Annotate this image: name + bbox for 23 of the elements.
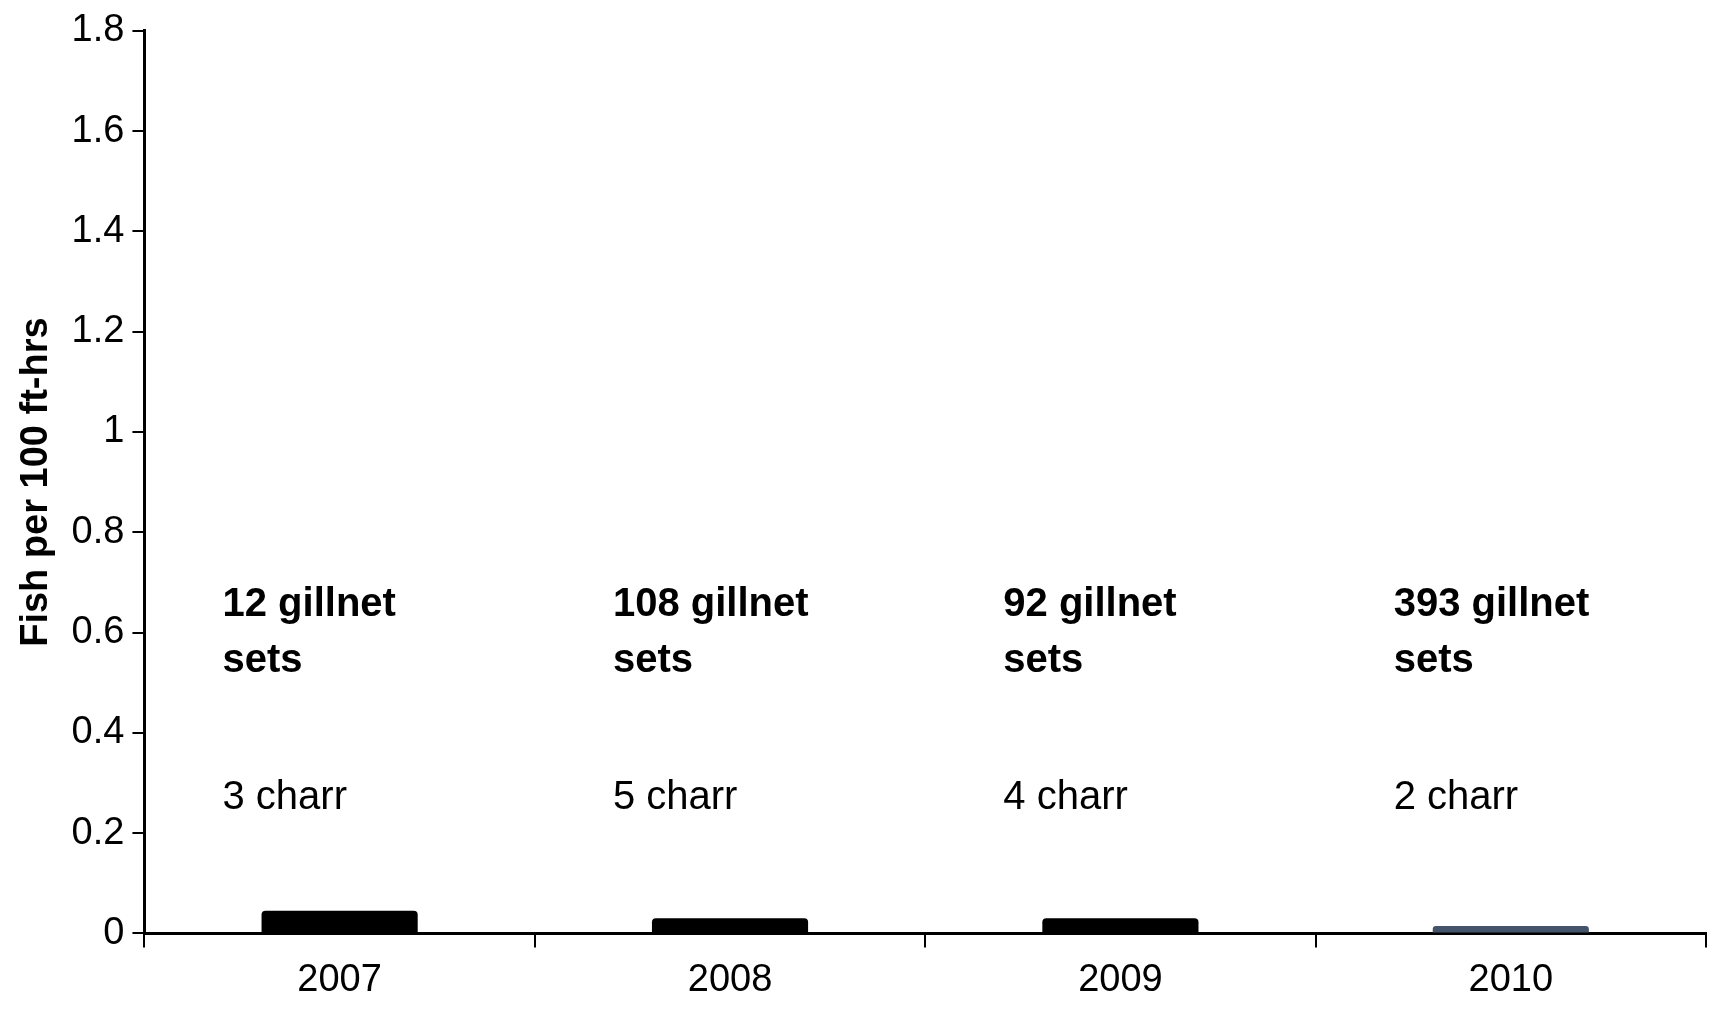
y-tick-label: 1.8 [71, 7, 125, 50]
y-tick-label: 0.6 [71, 609, 125, 652]
y-tick-label: 0.2 [71, 809, 125, 852]
annotation: 3 charr [222, 773, 347, 818]
y-tick-label: 0.4 [71, 709, 125, 752]
y-axis-title: Fish per 100 ft-hrs [13, 317, 56, 647]
annotation: 393 gillnet sets [1393, 579, 1590, 680]
y-tick-label: 1.2 [71, 308, 125, 351]
y-tick-label: 1.6 [71, 107, 125, 150]
y-tick-label: 1 [103, 408, 125, 451]
annotation: 12 gillnet sets [222, 579, 396, 680]
x-tick-label: 2007 [297, 956, 382, 999]
annotation: 5 charr [612, 773, 738, 818]
y-tick-label: 1.4 [71, 207, 125, 250]
annotation: 108 gillnet sets [612, 579, 809, 680]
y-tick-label: 0.8 [71, 508, 125, 551]
x-tick-label: 2009 [1078, 956, 1163, 999]
x-tick-label: 2008 [687, 956, 773, 999]
annotation: 4 charr [1003, 773, 1128, 818]
annotation: 92 gillnet sets [1003, 579, 1177, 680]
annotation: 2 charr [1393, 773, 1519, 818]
y-tick-label: 0 [103, 909, 125, 952]
x-tick-label: 2010 [1468, 956, 1554, 999]
